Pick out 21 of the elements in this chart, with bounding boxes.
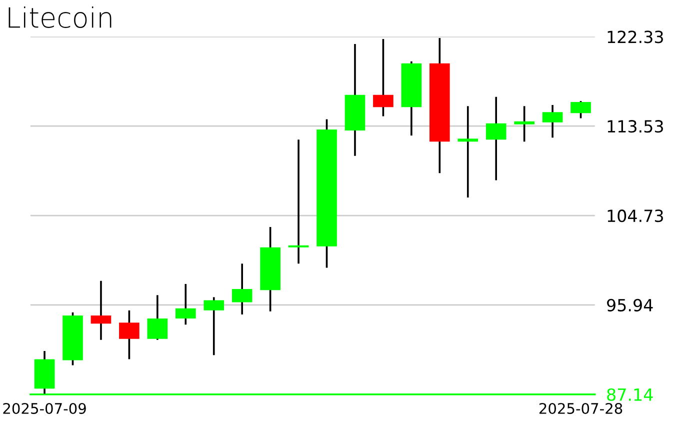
candlestick — [458, 105, 478, 198]
y-tick-label: 95.94 — [607, 298, 653, 312]
candlestick — [147, 294, 168, 341]
y-tick-label: 122.33 — [608, 30, 663, 44]
candlestick — [486, 96, 506, 182]
x-tick-label: 2025-07-28 — [539, 402, 622, 414]
candlestick — [570, 100, 591, 120]
chart-title: Litecoin — [8, 6, 112, 28]
candlestick — [175, 283, 196, 326]
candlestick — [204, 296, 224, 356]
candlestick — [373, 38, 394, 118]
candlestick — [288, 138, 309, 265]
candlestick — [119, 309, 140, 360]
y-tick-label: 87.14 — [607, 388, 653, 401]
candlestick — [514, 105, 534, 143]
candlestick — [232, 262, 252, 316]
y-tick-label: 104.73 — [608, 210, 663, 222]
x-tick-label: 2025-07-09 — [3, 402, 86, 414]
y-tick-label: 113.53 — [608, 120, 663, 133]
candlestick — [542, 104, 563, 138]
candlestick — [90, 280, 112, 341]
